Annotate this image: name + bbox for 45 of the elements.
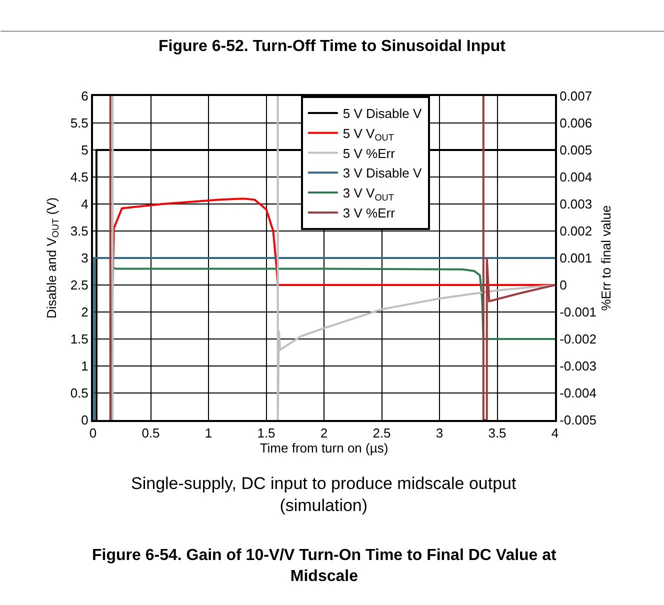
x-tick-label: 3.5 [488, 426, 506, 441]
y2-axis-title: %Err to final value [598, 205, 614, 311]
y2-tick-label: -0.004 [560, 386, 596, 401]
y2-tick-label: 0.003 [560, 196, 592, 212]
x-tick-label: 2 [320, 426, 328, 441]
y-tick-label: 1 [81, 358, 88, 374]
y2-tick-label: -0.005 [560, 412, 596, 428]
y-tick-label: 5.5 [70, 116, 88, 131]
y-tick-label: 2 [81, 304, 88, 320]
legend-label: 3 V %Err [342, 206, 396, 221]
y-tick-label: 0 [81, 412, 88, 428]
legend-label: 3 V V$_{OUT}$ [342, 186, 394, 202]
x-tick-label: 2.5 [372, 426, 391, 441]
legend-label: 3 V Disable V [342, 166, 422, 181]
caption: Figure 6-54. Gain of 10-V/V Turn-On Time to Final DC Value at Midscale [92, 547, 558, 585]
y-tick-label: 5 [81, 142, 88, 158]
y2-tick-label: 0 [560, 278, 567, 293]
y-tick-label: 3.5 [70, 224, 88, 239]
y-tick-label: 3 [81, 250, 88, 266]
x-tick-label: 1.5 [257, 426, 276, 441]
legend-label: 5 V Disable V [342, 106, 422, 122]
x-tick-label: 1 [204, 426, 212, 441]
x-tick-label: 4 [551, 426, 559, 441]
y2-tick-label: -0.003 [560, 358, 596, 374]
y2-tick-label: 0.005 [560, 142, 592, 158]
y2-tick-label: 0.001 [560, 250, 592, 266]
y2-tick-label: 0.002 [560, 224, 592, 239]
y2-tick-label: 0.004 [560, 170, 592, 185]
y-tick-label: 4 [81, 196, 88, 212]
legend-label: 5 V %Err [342, 146, 396, 161]
y2-tick-label: 0.006 [560, 116, 592, 131]
y-tick-label: 2.5 [70, 278, 88, 293]
y-tick-label: 1.5 [70, 332, 88, 347]
y2-tick-label: -0.001 [560, 304, 596, 320]
y2-tick-label: 0.007 [560, 88, 592, 104]
x-tick-label: 3 [436, 426, 444, 441]
text: Single-supply, DC input to produce midscale output (simulation) [131, 474, 517, 516]
x-tick-label: 0.5 [142, 426, 160, 441]
y2-tick-label: -0.002 [560, 332, 596, 347]
y-tick-label: 4.5 [70, 170, 88, 185]
chart-title: Figure 6-52. Turn-Off Time to Sinusoidal Input [158, 38, 506, 55]
legend-label: 5 V V$_{OUT}$ [342, 126, 394, 143]
x-axis-title: Time from turn on (µs) [260, 440, 388, 456]
y-tick-label: 0.5 [70, 386, 88, 401]
y-tick-label: 6 [81, 88, 88, 104]
